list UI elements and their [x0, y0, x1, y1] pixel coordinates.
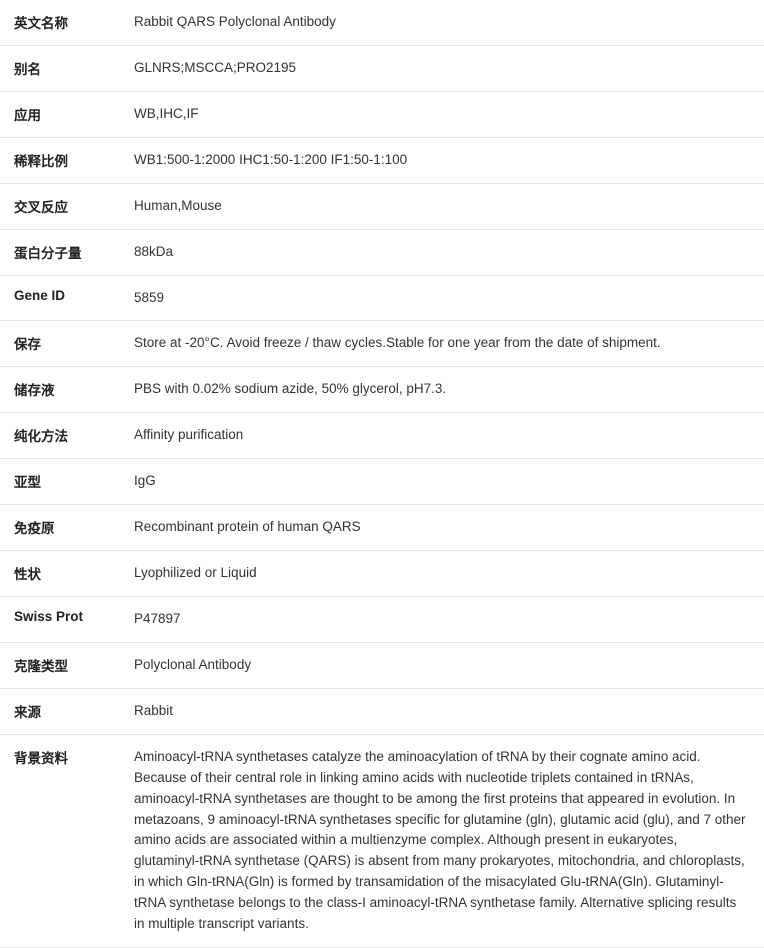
table-row: 储存液PBS with 0.02% sodium azide, 50% glyc…	[0, 367, 764, 413]
table-row: 蛋白分子量88kDa	[0, 229, 764, 275]
spec-value: 5859	[130, 275, 764, 321]
spec-value: Rabbit QARS Polyclonal Antibody	[130, 0, 764, 45]
spec-value: GLNRS;MSCCA;PRO2195	[130, 45, 764, 91]
spec-value: Rabbit	[130, 688, 764, 734]
table-row: 保存Store at -20°C. Avoid freeze / thaw cy…	[0, 321, 764, 367]
spec-label: 保存	[0, 321, 130, 367]
table-row: 应用WB,IHC,IF	[0, 91, 764, 137]
spec-label: Swiss Prot	[0, 596, 130, 642]
table-row: 英文名称Rabbit QARS Polyclonal Antibody	[0, 0, 764, 45]
spec-label: 储存液	[0, 367, 130, 413]
spec-table: 英文名称Rabbit QARS Polyclonal Antibody别名GLN…	[0, 0, 764, 948]
table-row: 交叉反应Human,Mouse	[0, 183, 764, 229]
spec-label: 交叉反应	[0, 183, 130, 229]
spec-value: PBS with 0.02% sodium azide, 50% glycero…	[130, 367, 764, 413]
spec-label: 克隆类型	[0, 642, 130, 688]
spec-value: P47897	[130, 596, 764, 642]
spec-label: 来源	[0, 688, 130, 734]
spec-label: 纯化方法	[0, 413, 130, 459]
spec-label: 免疫原	[0, 505, 130, 551]
table-row: Gene ID5859	[0, 275, 764, 321]
spec-label: 蛋白分子量	[0, 229, 130, 275]
table-row: 免疫原Recombinant protein of human QARS	[0, 505, 764, 551]
table-row: 纯化方法Affinity purification	[0, 413, 764, 459]
table-row: 克隆类型Polyclonal Antibody	[0, 642, 764, 688]
table-row: 别名GLNRS;MSCCA;PRO2195	[0, 45, 764, 91]
spec-label: Gene ID	[0, 275, 130, 321]
table-row: 稀释比例WB1:500-1:2000 IHC1:50-1:200 IF1:50-…	[0, 137, 764, 183]
table-row: 性状Lyophilized or Liquid	[0, 551, 764, 597]
spec-label: 英文名称	[0, 0, 130, 45]
spec-label: 稀释比例	[0, 137, 130, 183]
table-row: 背景资料Aminoacyl-tRNA synthetases catalyze …	[0, 734, 764, 947]
spec-label: 亚型	[0, 459, 130, 505]
spec-label: 应用	[0, 91, 130, 137]
spec-value: Store at -20°C. Avoid freeze / thaw cycl…	[130, 321, 764, 367]
spec-value: WB1:500-1:2000 IHC1:50-1:200 IF1:50-1:10…	[130, 137, 764, 183]
spec-value: Polyclonal Antibody	[130, 642, 764, 688]
spec-value: Aminoacyl-tRNA synthetases catalyze the …	[130, 734, 764, 947]
spec-value: IgG	[130, 459, 764, 505]
spec-label: 背景资料	[0, 734, 130, 947]
table-row: Swiss ProtP47897	[0, 596, 764, 642]
spec-value: WB,IHC,IF	[130, 91, 764, 137]
table-row: 来源Rabbit	[0, 688, 764, 734]
spec-value: Recombinant protein of human QARS	[130, 505, 764, 551]
spec-value: Affinity purification	[130, 413, 764, 459]
spec-value: 88kDa	[130, 229, 764, 275]
spec-label: 别名	[0, 45, 130, 91]
spec-value: Lyophilized or Liquid	[130, 551, 764, 597]
spec-value: Human,Mouse	[130, 183, 764, 229]
spec-tbody: 英文名称Rabbit QARS Polyclonal Antibody别名GLN…	[0, 0, 764, 948]
spec-label: 性状	[0, 551, 130, 597]
table-row: 亚型IgG	[0, 459, 764, 505]
